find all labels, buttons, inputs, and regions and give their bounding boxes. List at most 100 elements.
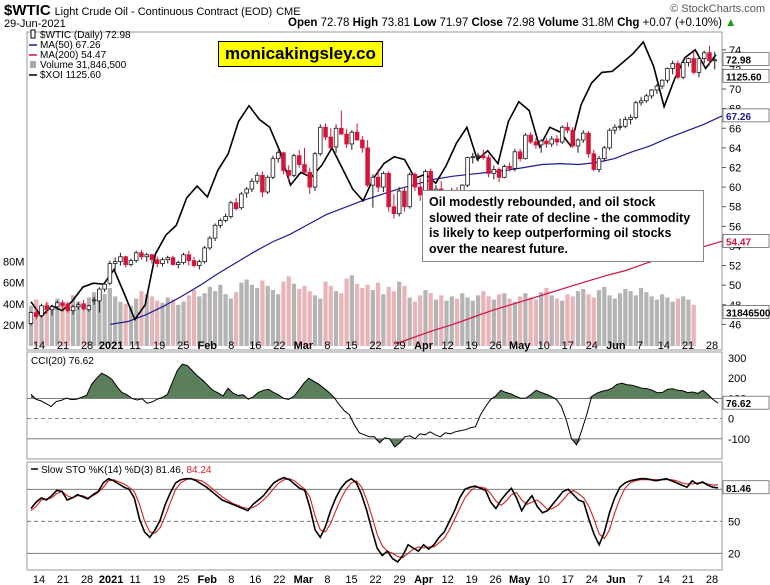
candle-body	[333, 127, 339, 148]
candle-body	[712, 59, 717, 62]
legend-text: MA(200) 54.47	[40, 50, 107, 61]
symbol: $WTIC	[4, 2, 51, 19]
volume-bar	[475, 295, 481, 346]
volume-bar	[212, 291, 218, 346]
x-tick-label: 26	[490, 574, 502, 585]
candle-body	[623, 119, 628, 127]
volume-bar	[502, 293, 507, 346]
volume-bar	[591, 297, 596, 346]
candle-body	[270, 158, 276, 178]
volume-badge-label: 31846500	[726, 308, 770, 319]
candle-body	[239, 193, 244, 209]
x-tick-label: 21	[57, 340, 69, 352]
sto-d-value: 84.24	[186, 465, 211, 476]
volume-bar	[554, 298, 560, 346]
volume-bar	[612, 298, 617, 346]
high-label: High	[352, 17, 379, 29]
volume-bar	[286, 276, 291, 346]
volume-bar	[139, 291, 144, 346]
x-tick-label: 10	[538, 574, 550, 585]
volume-bar	[665, 297, 670, 346]
candle-body	[160, 259, 165, 264]
volume-bar	[76, 301, 81, 346]
high-value: 73.81	[381, 17, 411, 29]
candle-body	[223, 216, 228, 221]
volume-bar	[176, 304, 181, 346]
x-tick-label: 25	[177, 574, 189, 585]
volume-bar	[107, 287, 112, 346]
volume-bar	[123, 303, 128, 346]
volume-bar	[202, 293, 207, 346]
candle-body	[386, 172, 391, 208]
candle-body	[502, 166, 507, 178]
volume-bar	[207, 286, 212, 346]
x-tick-label: 19	[153, 574, 165, 585]
x-tick-label: 2021	[99, 340, 123, 352]
candle-body	[470, 156, 476, 159]
candle-body	[186, 254, 192, 262]
candle-body	[407, 173, 412, 208]
cci-line	[30, 363, 719, 448]
volume-bar	[239, 282, 244, 346]
candle-body	[628, 117, 633, 120]
x-tick-label: 25	[177, 340, 189, 352]
candle-body	[139, 252, 144, 258]
candle-body	[549, 138, 554, 145]
candle-body	[149, 254, 155, 261]
ma200-badge-box	[722, 234, 770, 248]
volume-bar	[617, 293, 623, 346]
volume-bar	[418, 295, 423, 346]
candle-body	[202, 247, 207, 263]
legend-text: $WTIC (Daily) 72.98	[40, 30, 131, 41]
close-value: 72.98	[506, 17, 535, 29]
price-tick-label: 56	[729, 221, 741, 233]
volume-bar	[34, 299, 39, 346]
candle-body	[554, 138, 560, 143]
x-tick-label: 19	[466, 574, 478, 585]
volume-bar	[544, 287, 549, 346]
x-tick-label: 8	[228, 340, 234, 352]
x-tick-label: Apr	[414, 574, 434, 585]
volume-bar	[491, 299, 496, 346]
volume-bar	[318, 298, 323, 346]
cci-tick-label: 0	[728, 414, 734, 426]
volume-bar	[44, 302, 49, 346]
candle-body	[649, 89, 654, 97]
volume-bar	[402, 285, 407, 346]
candle-body	[44, 305, 50, 311]
volume-label: Volume	[538, 17, 579, 29]
cci-tick-label: 200	[728, 373, 746, 385]
volume-bar	[349, 275, 354, 346]
volume-bar	[518, 296, 523, 346]
candle-body	[507, 166, 512, 169]
candle-body	[591, 153, 597, 170]
volume-tick-label: 20M	[3, 320, 24, 332]
volume-bar	[628, 291, 633, 346]
panel-frame-3	[26, 461, 723, 571]
x-tick-label: Mar	[294, 574, 314, 585]
candle-body	[318, 126, 323, 155]
x-tick-label: 24	[586, 340, 598, 352]
candle-body	[102, 283, 107, 290]
volume-bar	[365, 284, 370, 346]
price-tick-label: 64	[729, 143, 741, 155]
price-tick-label: 60	[729, 182, 741, 194]
candle-body	[707, 52, 712, 61]
candle-body	[486, 157, 491, 174]
volume-bar	[102, 294, 107, 346]
x-tick-label: 11	[129, 574, 140, 585]
x-tick-label: 15	[345, 340, 357, 352]
open-value: 72.78	[320, 17, 350, 29]
volume-bar	[486, 296, 491, 346]
candle-body	[176, 262, 181, 265]
volume-bar	[602, 286, 607, 346]
candle-body	[181, 254, 186, 264]
volume-bar	[623, 289, 628, 346]
candle-body	[696, 58, 702, 73]
candle-body	[402, 190, 407, 208]
candle-body	[112, 261, 118, 264]
ma50-badge-box	[722, 108, 770, 123]
candle-body	[644, 95, 649, 102]
volume-bar	[454, 298, 460, 346]
volume-bar	[565, 294, 570, 346]
